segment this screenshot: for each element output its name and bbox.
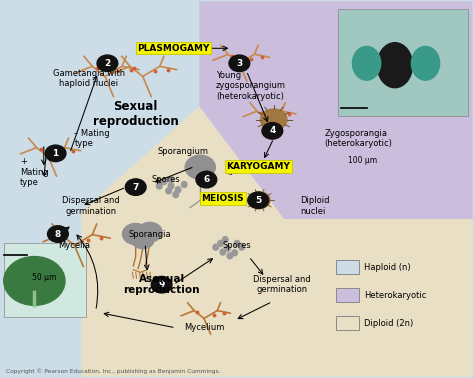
Circle shape xyxy=(4,257,65,305)
Text: Copyright © Pearson Education, Inc., publishing as Benjamin Cummings.: Copyright © Pearson Education, Inc., pub… xyxy=(6,368,220,373)
Text: Dispersal and
germination: Dispersal and germination xyxy=(253,275,310,294)
Text: Mycelia: Mycelia xyxy=(58,241,91,250)
Text: 3: 3 xyxy=(236,59,243,68)
Text: – Mating
type: – Mating type xyxy=(74,129,110,148)
Ellipse shape xyxy=(218,240,223,246)
Circle shape xyxy=(229,55,250,71)
Circle shape xyxy=(137,222,162,242)
Circle shape xyxy=(45,145,66,162)
Text: 100 μm: 100 μm xyxy=(348,156,377,165)
Ellipse shape xyxy=(234,240,240,246)
Ellipse shape xyxy=(166,188,172,194)
Ellipse shape xyxy=(173,192,179,198)
Circle shape xyxy=(261,109,287,130)
Text: 6: 6 xyxy=(203,175,210,184)
Circle shape xyxy=(131,231,154,249)
FancyBboxPatch shape xyxy=(4,243,86,317)
Ellipse shape xyxy=(411,46,439,80)
Text: Diploid (2n): Diploid (2n) xyxy=(364,319,413,328)
Text: Sporangium: Sporangium xyxy=(157,147,208,156)
Text: Heterokaryotic: Heterokaryotic xyxy=(364,291,427,300)
Ellipse shape xyxy=(222,237,228,243)
Text: Gametangia with
haploid nuclei: Gametangia with haploid nuclei xyxy=(53,69,125,88)
Ellipse shape xyxy=(168,183,174,189)
Circle shape xyxy=(125,179,146,195)
FancyBboxPatch shape xyxy=(336,288,358,302)
Text: 5: 5 xyxy=(255,196,261,205)
Text: PLASMOGAMY: PLASMOGAMY xyxy=(137,44,210,53)
Text: +
Mating
type: + Mating type xyxy=(20,157,49,187)
Ellipse shape xyxy=(175,187,181,193)
Text: MEIOSIS: MEIOSIS xyxy=(201,194,244,203)
Polygon shape xyxy=(82,107,473,376)
Circle shape xyxy=(122,223,149,245)
Text: Spores: Spores xyxy=(223,241,251,250)
Ellipse shape xyxy=(225,245,230,251)
Text: Asexual
reproduction: Asexual reproduction xyxy=(123,274,200,296)
Ellipse shape xyxy=(227,253,233,259)
Circle shape xyxy=(248,192,269,209)
Text: KARYOGAMY: KARYOGAMY xyxy=(226,162,290,171)
Circle shape xyxy=(97,55,118,71)
Circle shape xyxy=(262,122,283,139)
Text: 2: 2 xyxy=(104,59,110,68)
Ellipse shape xyxy=(213,244,219,250)
Text: 8: 8 xyxy=(55,229,61,239)
Text: Dispersal and
germination: Dispersal and germination xyxy=(62,196,120,215)
Circle shape xyxy=(196,171,217,188)
Text: Young
zygosporangium
(heterokaryotic): Young zygosporangium (heterokaryotic) xyxy=(216,71,286,101)
Text: Haploid (n): Haploid (n) xyxy=(364,263,411,271)
Circle shape xyxy=(151,276,172,293)
Ellipse shape xyxy=(168,177,174,183)
Text: 4: 4 xyxy=(269,126,275,135)
Text: 9: 9 xyxy=(158,280,165,289)
Text: Spores: Spores xyxy=(152,175,181,184)
Ellipse shape xyxy=(377,43,412,88)
Text: Zygosporangia
(heterokaryotic): Zygosporangia (heterokaryotic) xyxy=(324,129,392,148)
Circle shape xyxy=(47,226,68,242)
Ellipse shape xyxy=(353,46,381,80)
Circle shape xyxy=(249,192,270,209)
FancyBboxPatch shape xyxy=(336,260,358,274)
Text: 1: 1 xyxy=(53,149,59,158)
Ellipse shape xyxy=(161,178,167,184)
Text: Sporangia: Sporangia xyxy=(128,229,171,239)
Circle shape xyxy=(185,155,215,179)
FancyBboxPatch shape xyxy=(336,316,358,330)
Text: 50 μm: 50 μm xyxy=(32,273,56,282)
Text: 7: 7 xyxy=(133,183,139,192)
Ellipse shape xyxy=(220,249,226,255)
Text: Diploid
nuclei: Diploid nuclei xyxy=(301,196,330,215)
Text: Mycelium: Mycelium xyxy=(184,323,224,332)
Ellipse shape xyxy=(239,244,245,250)
FancyBboxPatch shape xyxy=(338,9,468,116)
Text: Sexual
reproduction: Sexual reproduction xyxy=(93,100,179,128)
Ellipse shape xyxy=(156,183,162,189)
Ellipse shape xyxy=(182,181,187,187)
Polygon shape xyxy=(199,2,473,219)
Ellipse shape xyxy=(232,250,237,256)
